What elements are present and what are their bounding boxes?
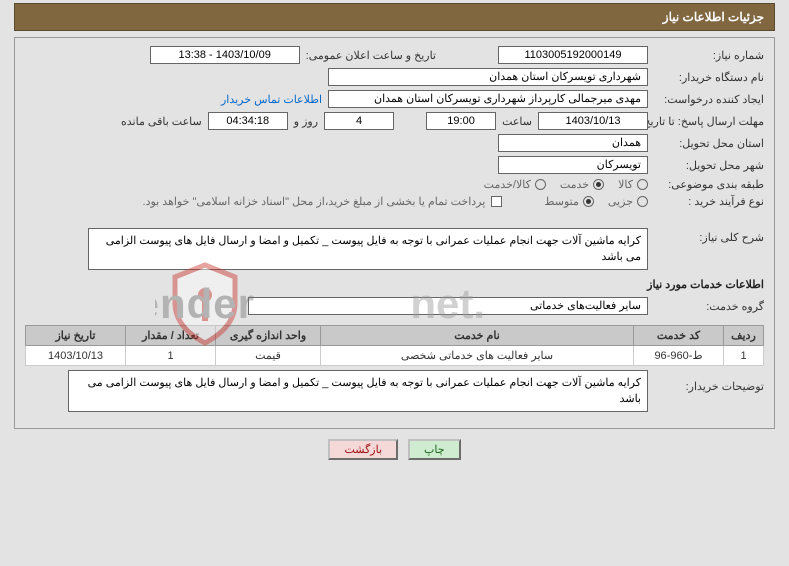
td-code: ط-960-96	[634, 346, 724, 366]
service-group-label: گروه خدمت:	[654, 300, 764, 313]
print-button[interactable]: چاپ	[408, 439, 461, 460]
th-qty: تعداد / مقدار	[126, 326, 216, 346]
th-unit: واحد اندازه گیری	[216, 326, 321, 346]
delivery-city-value: تویسرکان	[498, 156, 648, 174]
th-code: کد خدمت	[634, 326, 724, 346]
radio-goods-service[interactable]: کالا/خدمت	[484, 178, 546, 191]
service-group-value: سایر فعالیت‌های خدماتی	[248, 297, 648, 315]
announce-datetime-value: 1403/10/09 - 13:38	[150, 46, 300, 64]
buyer-org-value: شهرداری تویسرکان استان همدان	[328, 68, 648, 86]
treasury-note: پرداخت تمام یا بخشی از مبلغ خرید،از محل …	[143, 195, 486, 208]
td-row: 1	[724, 346, 764, 366]
th-row: ردیف	[724, 326, 764, 346]
table-header-row: ردیف کد خدمت نام خدمت واحد اندازه گیری ت…	[26, 326, 764, 346]
radio-goods-label: کالا	[618, 178, 633, 191]
buyer-notes-label: توضیحات خریدار:	[654, 370, 764, 393]
need-desc-text: کرایه ماشین آلات جهت انجام عملیات عمرانی…	[88, 228, 648, 270]
remaining-time: 04:34:18	[208, 112, 288, 130]
radio-goods-service-icon	[535, 179, 546, 190]
back-button[interactable]: بازگشت	[328, 439, 398, 460]
td-date: 1403/10/13	[26, 346, 126, 366]
th-date: تاریخ نیاز	[26, 326, 126, 346]
radio-minor[interactable]: جزیی	[608, 195, 648, 208]
td-name: سایر فعالیت های خدماتی شخصی	[321, 346, 634, 366]
days-word: روز و	[294, 115, 318, 128]
th-name: نام خدمت	[321, 326, 634, 346]
purchase-type-radios: جزیی متوسط	[544, 195, 648, 208]
need-desc-label: شرح کلی نیاز:	[654, 228, 764, 244]
requester-value: مهدی میرجمالی کارپرداز شهرداری تویسرکان …	[328, 90, 648, 108]
delivery-province-value: همدان	[498, 134, 648, 152]
radio-goods-icon	[637, 179, 648, 190]
radio-minor-label: جزیی	[608, 195, 633, 208]
page-header: جزئیات اطلاعات نیاز	[14, 3, 775, 31]
services-table: ردیف کد خدمت نام خدمت واحد اندازه گیری ت…	[25, 325, 764, 366]
table-row: 1 ط-960-96 سایر فعالیت های خدماتی شخصی ق…	[26, 346, 764, 366]
deadline-date: 1403/10/13	[538, 112, 648, 130]
subject-class-label: طبقه بندی موضوعی:	[654, 178, 764, 191]
radio-medium[interactable]: متوسط	[544, 195, 594, 208]
announce-datetime-label: تاریخ و ساعت اعلان عمومی:	[306, 49, 436, 62]
remaining-suffix: ساعت باقی مانده	[121, 115, 202, 128]
delivery-province-label: استان محل تحویل:	[654, 137, 764, 150]
delivery-city-label: شهر محل تحویل:	[654, 159, 764, 172]
radio-goods[interactable]: کالا	[618, 178, 648, 191]
td-unit: قیمت	[216, 346, 321, 366]
need-number-label: شماره نیاز:	[654, 49, 764, 62]
deadline-label: مهلت ارسال پاسخ: تا تاریخ:	[654, 115, 764, 128]
buyer-org-label: نام دستگاه خریدار:	[654, 71, 764, 84]
deadline-time: 19:00	[426, 112, 496, 130]
radio-service-icon	[593, 179, 604, 190]
radio-service[interactable]: خدمت	[560, 178, 604, 191]
radio-service-label: خدمت	[560, 178, 589, 191]
purchase-type-label: نوع فرآیند خرید :	[654, 195, 764, 208]
page-title: جزئیات اطلاعات نیاز	[663, 10, 764, 24]
radio-goods-service-label: کالا/خدمت	[484, 178, 531, 191]
remaining-days: 4	[324, 112, 394, 130]
treasury-checkbox[interactable]	[491, 196, 502, 207]
need-number-value: 1103005192000149	[498, 46, 648, 64]
buyer-notes-text: کرایه ماشین آلات جهت انجام عملیات عمرانی…	[68, 370, 648, 412]
td-qty: 1	[126, 346, 216, 366]
deadline-time-label: ساعت	[502, 115, 532, 128]
radio-minor-icon	[637, 196, 648, 207]
main-panel: شماره نیاز: 1103005192000149 تاریخ و ساع…	[14, 37, 775, 429]
requester-label: ایجاد کننده درخواست:	[654, 93, 764, 106]
radio-medium-icon	[583, 196, 594, 207]
subject-class-radios: کالا خدمت کالا/خدمت	[484, 178, 648, 191]
services-section-title: اطلاعات خدمات مورد نیاز	[25, 278, 764, 291]
buyer-contact-link[interactable]: اطلاعات تماس خریدار	[221, 93, 322, 106]
radio-medium-label: متوسط	[544, 195, 579, 208]
button-bar: چاپ بازگشت	[14, 439, 775, 460]
